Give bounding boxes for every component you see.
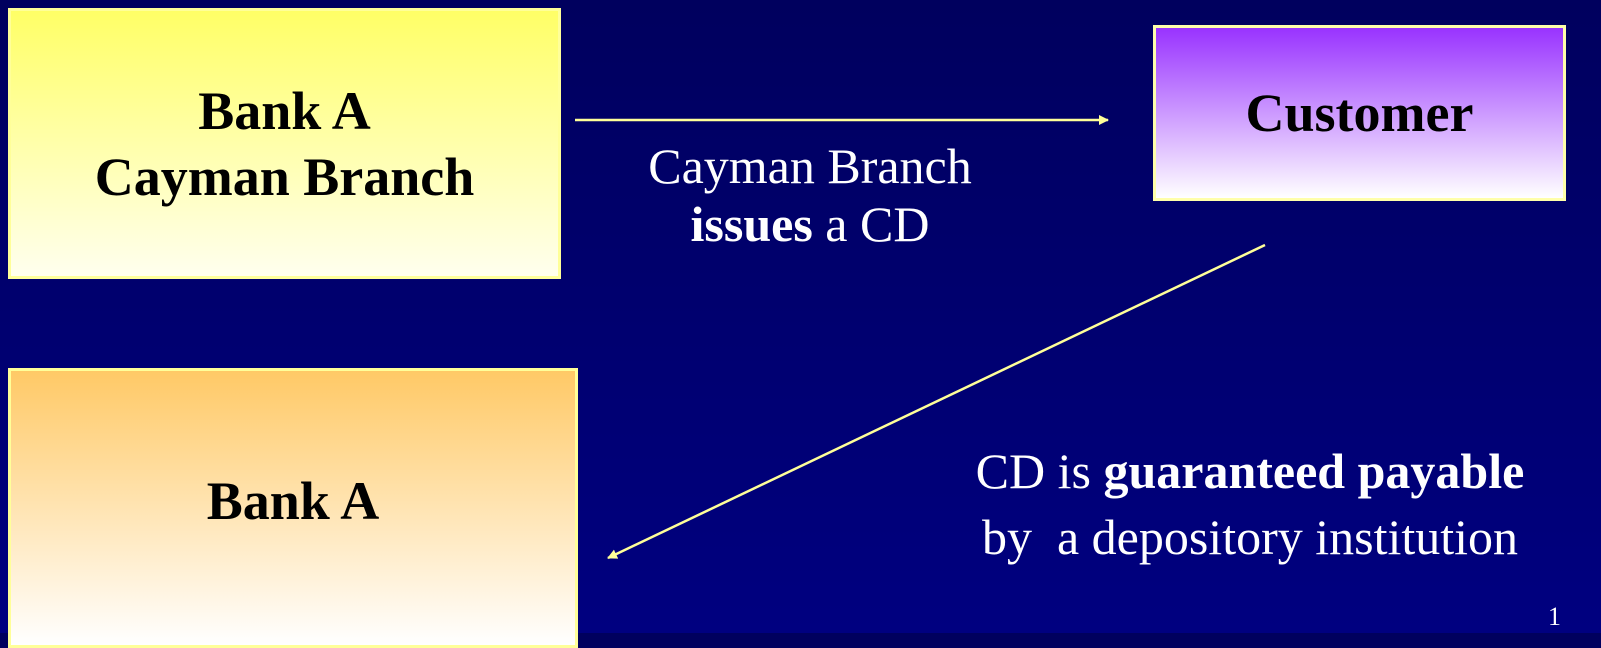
text-run: by a depository institution — [981, 509, 1519, 565]
text-run: a CD — [812, 196, 930, 252]
node-label: Bank A — [206, 470, 380, 531]
node-label: Customer — [1245, 83, 1474, 143]
edge-label: CD is guaranteed payable by a depository … — [900, 438, 1600, 570]
label-line: issues a CD — [560, 195, 1060, 253]
node: Bank A Cayman Branch — [8, 8, 561, 279]
node: Customer — [1153, 25, 1566, 201]
text-run: CD is — [975, 443, 1104, 499]
arrow — [607, 243, 1266, 560]
node: Bank A — [8, 368, 578, 648]
slide-number: 1 — [1548, 602, 1561, 631]
node-label: Cayman Branch — [94, 146, 475, 207]
node-label: Bank A — [198, 80, 371, 141]
label-line: by a depository institution — [900, 504, 1600, 570]
text-run: Cayman Branch — [648, 138, 972, 194]
arrows — [575, 115, 1266, 560]
text-run: guaranteed payable — [1103, 443, 1525, 499]
label-line: Cayman Branch — [560, 137, 1060, 195]
edge-label: Cayman Branch issues a CD — [560, 137, 1060, 253]
text-run: issues — [690, 196, 813, 252]
label-line: CD is guaranteed payable — [900, 438, 1600, 504]
